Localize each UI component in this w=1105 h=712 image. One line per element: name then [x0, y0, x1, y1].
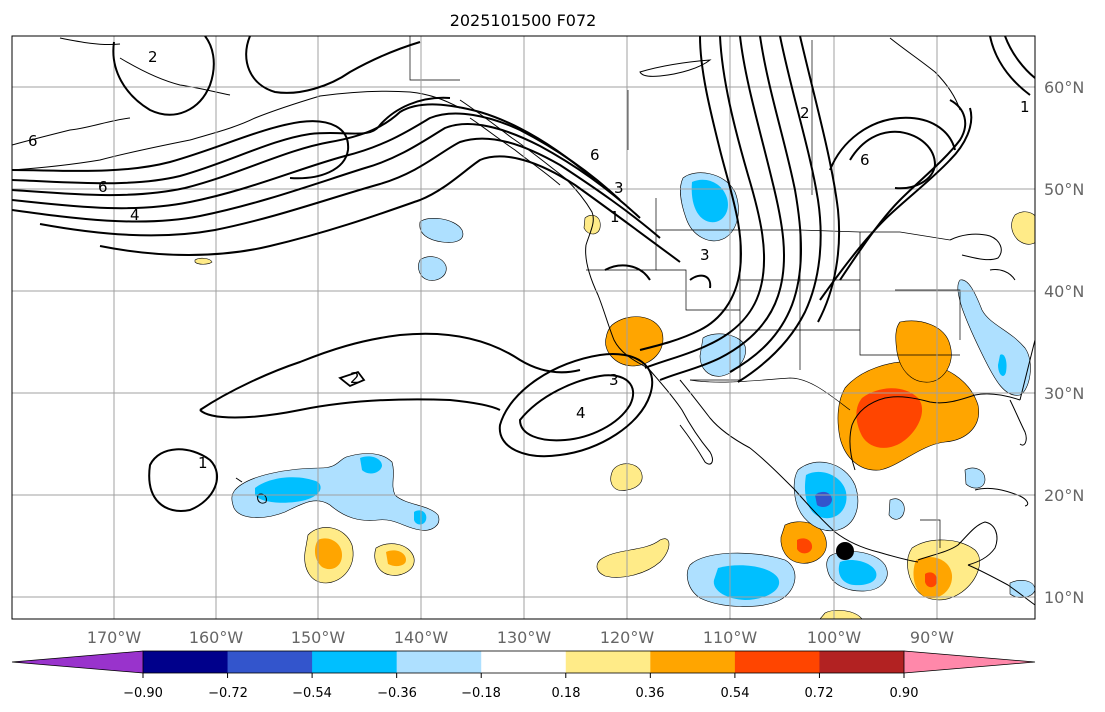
contour-label: 3 [614, 179, 624, 197]
longitude-label: 140°W [394, 628, 449, 647]
colorbar-segment [143, 651, 229, 673]
longitude-label: 130°W [497, 628, 552, 647]
anomaly-shading [194, 172, 1035, 619]
colorbar-segment [227, 651, 313, 673]
contour-label: 1 [198, 454, 208, 472]
longitude-axis: 170°W 160°W 150°W 140°W 130°W 120°W 110°… [87, 628, 954, 647]
contours [12, 36, 1035, 512]
contour-label: 6 [590, 146, 600, 164]
colorbar-tick-label: −0.72 [208, 686, 248, 701]
longitude-label: 90°W [910, 628, 954, 647]
longitude-label: 170°W [87, 628, 142, 647]
map-title: 2025101500 F072 [450, 11, 597, 30]
contour-label: 6 [28, 132, 38, 150]
longitude-label: 110°W [703, 628, 758, 647]
colorbar-tick-label: 0.36 [636, 686, 665, 701]
colorbar-segment [650, 651, 736, 673]
colorbar-extend-high [904, 651, 1035, 673]
longitude-label: 100°W [807, 628, 862, 647]
colorbar-tick-label: −0.54 [292, 686, 332, 701]
latitude-label: 50°N [1044, 180, 1084, 199]
latitude-label: 60°N [1044, 78, 1084, 97]
contour-label: 3 [609, 371, 619, 389]
graticule [12, 36, 1035, 619]
colorbar-tick-label: 0.54 [721, 686, 750, 701]
contour-label: 2 [800, 104, 810, 122]
contour-label: 3 [700, 246, 710, 264]
colorbar-segment [819, 651, 905, 673]
contour-label: 1 [1020, 98, 1030, 116]
colorbar-tick-label: 0.18 [552, 686, 581, 701]
contour-label: 2 [350, 369, 360, 387]
contour-label: 4 [130, 206, 140, 224]
contour-label: 4 [576, 404, 586, 422]
latitude-axis: 60°N 50°N 40°N 30°N 20°N 10°N [1044, 78, 1084, 607]
map-panel [12, 36, 1035, 619]
contour-label: 6 [860, 151, 870, 169]
colorbar-tick-label: −0.36 [377, 686, 417, 701]
contour-label: 2 [148, 48, 158, 66]
colorbar-extend-low [12, 651, 143, 673]
colorbar-tick-label: −0.18 [461, 686, 501, 701]
colorbar: −0.90 −0.72 −0.54 −0.36 −0.18 0.18 0.36 … [11, 650, 1036, 701]
contour-label: 1 [610, 208, 620, 226]
longitude-label: 120°W [600, 628, 655, 647]
colorbar-tick-label: −0.90 [123, 686, 163, 701]
colorbar-tick-label: 0.90 [890, 686, 919, 701]
colorbar-segment [734, 651, 820, 673]
contour-labels: 2 6 4 6 3 1 3 3 4 2 1 6 6 2 1 [28, 48, 1030, 472]
map-frame [11, 35, 1036, 620]
contour-label: 6 [98, 178, 108, 196]
latitude-label: 40°N [1044, 282, 1084, 301]
location-marker [836, 542, 854, 560]
colorbar-segment [396, 651, 482, 673]
longitude-label: 150°W [291, 628, 346, 647]
latitude-label: 20°N [1044, 486, 1084, 505]
latitude-label: 10°N [1044, 588, 1084, 607]
colorbar-segment [565, 651, 651, 673]
colorbar-tick-label: 0.72 [805, 686, 834, 701]
colorbar-segment [312, 651, 398, 673]
latitude-label: 30°N [1044, 384, 1084, 403]
longitude-label: 160°W [189, 628, 244, 647]
colorbar-segment [481, 651, 567, 673]
